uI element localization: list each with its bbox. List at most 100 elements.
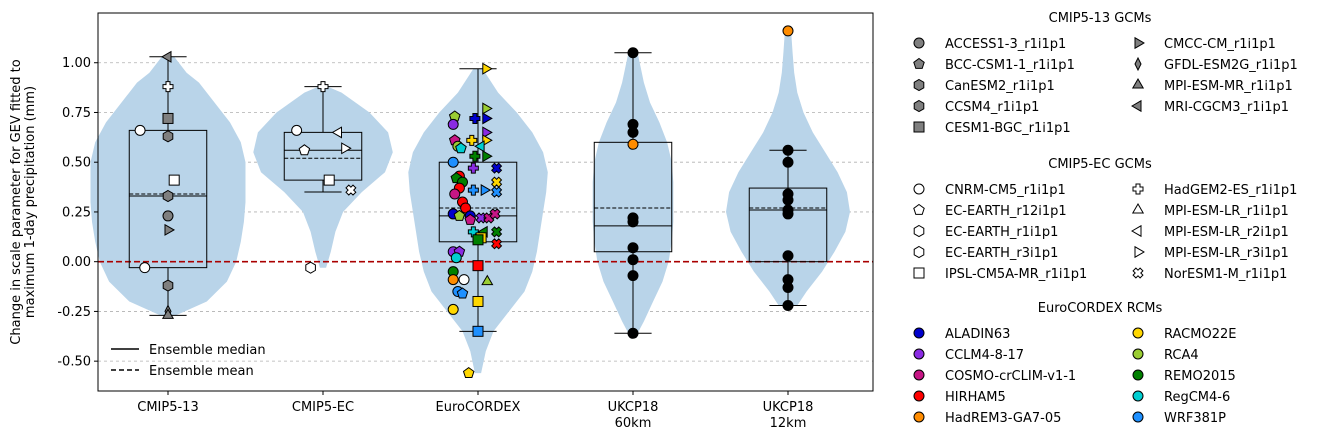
legend-marker bbox=[913, 183, 925, 195]
legend-label: CCLM4-8-17 bbox=[945, 348, 1024, 363]
legend-label: COSMO-crCLIM-v1-1 bbox=[945, 369, 1076, 384]
legend-marker bbox=[1131, 78, 1145, 89]
data-point bbox=[782, 25, 794, 37]
data-point bbox=[472, 234, 484, 246]
legend-marker bbox=[913, 369, 925, 381]
data-point bbox=[164, 223, 176, 236]
data-point bbox=[449, 188, 461, 200]
legend-label: CESM1-BGC_r1i1p1 bbox=[945, 121, 1071, 136]
y-axis-title-line: maximum 1-day precipitation (mm) bbox=[23, 86, 38, 318]
data-point bbox=[162, 210, 174, 222]
x-tick-label-line: UKCP18 bbox=[763, 400, 814, 415]
data-point bbox=[462, 366, 475, 378]
data-point bbox=[480, 184, 492, 197]
x-tick-label-line: 60km bbox=[615, 416, 652, 431]
data-point bbox=[161, 50, 172, 63]
data-point bbox=[782, 144, 794, 156]
x-tick-label: CMIP5-EC bbox=[292, 400, 354, 415]
data-point bbox=[467, 184, 479, 196]
data-point bbox=[323, 174, 335, 186]
y-axis-title-line: Change in scale parameter for GEV fitted… bbox=[9, 59, 24, 344]
data-point bbox=[450, 252, 462, 264]
legend-label: CanESM2_r1i1p1 bbox=[945, 79, 1055, 94]
violin-3 bbox=[592, 52, 674, 334]
data-point bbox=[447, 274, 459, 286]
data-point bbox=[331, 126, 342, 139]
legend-label: EC-EARTH_r3i1p1 bbox=[945, 246, 1058, 261]
legend-label: MPI-ESM-LR_r2i1p1 bbox=[1164, 225, 1289, 240]
data-point bbox=[782, 208, 794, 220]
legend-marker bbox=[1132, 267, 1144, 279]
legend-marker bbox=[1132, 327, 1144, 339]
legend-label: NorESM1-M_r1i1p1 bbox=[1164, 267, 1287, 282]
legend-marker bbox=[1131, 99, 1142, 113]
legend-marker bbox=[913, 348, 925, 360]
legend-label: MRI-CGCM3_r1i1p1 bbox=[1164, 100, 1289, 115]
x-tick-label: CMIP5-13 bbox=[137, 400, 198, 415]
data-point bbox=[782, 156, 794, 168]
data-point bbox=[161, 308, 175, 319]
legend-label: CMCC-CM_r1i1p1 bbox=[1164, 37, 1276, 52]
data-point bbox=[489, 208, 501, 220]
iqr-box bbox=[748, 187, 828, 263]
legend-marker bbox=[1134, 56, 1142, 72]
data-point bbox=[447, 118, 459, 130]
legend-marker bbox=[913, 267, 925, 279]
legend-marker bbox=[913, 37, 925, 49]
data-point bbox=[490, 162, 503, 174]
data-point bbox=[627, 242, 639, 254]
legend-marker bbox=[913, 411, 925, 423]
data-point bbox=[482, 102, 493, 115]
data-point bbox=[162, 81, 174, 93]
legend-label: MPI-ESM-LR_r3i1p1 bbox=[1164, 246, 1289, 261]
y-axis-title: Change in scale parameter for GEV fitted… bbox=[9, 59, 38, 344]
legend-marker bbox=[913, 121, 925, 133]
y-tick-label: -0.50 bbox=[57, 355, 91, 370]
legend-marker bbox=[913, 99, 925, 113]
legend-label: HIRHAM5 bbox=[945, 390, 1006, 405]
data-point bbox=[453, 209, 466, 221]
legend-label: ACCESS1-3_r1i1p1 bbox=[945, 37, 1066, 52]
inner-legend: Ensemble median Ensemble mean bbox=[111, 343, 266, 379]
legend-group-title: EuroCORDEX RCMs bbox=[1038, 301, 1163, 316]
data-point bbox=[162, 112, 174, 124]
violins bbox=[90, 30, 850, 374]
plot-frame bbox=[97, 12, 874, 392]
iqr-box bbox=[283, 131, 363, 181]
box-1 bbox=[283, 86, 363, 193]
legend-label: RACMO22E bbox=[1164, 327, 1236, 342]
data-point bbox=[782, 194, 794, 206]
data-point bbox=[490, 176, 503, 188]
legend-marker bbox=[1134, 245, 1145, 259]
legend-marker bbox=[1132, 411, 1144, 423]
legend-marker bbox=[1131, 203, 1145, 214]
legend-label: IPSL-CM5A-MR_r1i1p1 bbox=[945, 267, 1087, 282]
data-point bbox=[782, 250, 794, 262]
data-point bbox=[490, 226, 503, 238]
data-point bbox=[481, 274, 494, 286]
legend-marker bbox=[913, 203, 925, 215]
legend-group-title: CMIP5-EC GCMs bbox=[1048, 157, 1152, 172]
x-tick-label-line: UKCP18 bbox=[608, 400, 659, 415]
data-point bbox=[627, 47, 639, 59]
data-point bbox=[447, 156, 459, 168]
legend-marker bbox=[1131, 224, 1142, 238]
inner-legend-label: Ensemble median bbox=[149, 343, 266, 358]
data-point bbox=[466, 134, 478, 146]
data-point bbox=[134, 124, 146, 136]
data-point bbox=[458, 274, 470, 286]
legend-label: HadGEM2-ES_r1i1p1 bbox=[1164, 183, 1297, 198]
legend-label: CNRM-CM5_r1i1p1 bbox=[945, 183, 1066, 198]
legend-label: GFDL-ESM2G_r1i1p1 bbox=[1164, 58, 1298, 73]
data-point bbox=[482, 126, 493, 139]
legend-label: REMO2015 bbox=[1164, 369, 1236, 384]
legend-label: WRF381P bbox=[1164, 411, 1226, 426]
x-tick-label: EuroCORDEX bbox=[436, 400, 521, 415]
data-point bbox=[627, 270, 639, 282]
data-point bbox=[490, 186, 503, 198]
x-tick-label-line: CMIP5-13 bbox=[137, 400, 198, 415]
data-point bbox=[139, 262, 151, 274]
data-point bbox=[168, 174, 180, 186]
legend-marker bbox=[1134, 36, 1145, 50]
data-point bbox=[469, 112, 481, 124]
